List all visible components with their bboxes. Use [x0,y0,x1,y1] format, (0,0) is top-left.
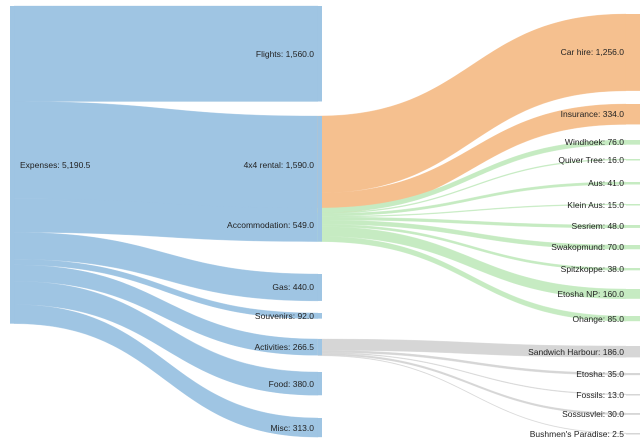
node-spitzkoppe [626,268,640,271]
node-accommodation [318,208,322,242]
node-aus [626,182,640,185]
node-expenses [10,6,14,324]
link-expenses-to-rental [13,101,319,214]
nodes-layer [10,6,640,438]
node-quiver_tree [626,159,640,161]
node-car_hire [626,14,640,91]
node-windhoek [626,140,640,145]
link-activities-to-bushmens_paradise [317,355,627,434]
node-sesriem [626,225,640,228]
node-souvenirs [318,313,322,319]
node-swakopmund [626,245,640,250]
node-rental [318,116,322,214]
node-fossils [626,394,640,396]
link-accommodation-to-ohange [317,236,627,322]
node-food [318,372,322,396]
node-ohange [626,316,640,322]
node-sossusvlei [626,413,640,415]
link-accommodation-to-spitzkoppe [317,224,627,271]
node-sandwich_harbour [626,346,640,358]
node-bushmens_paradise [626,433,640,435]
node-insurance [626,104,640,125]
link-accommodation-to-sesriem [317,216,627,229]
link-accommodation-to-etosha_np [317,226,627,299]
node-flights [318,6,322,102]
node-etosha_np [626,289,640,299]
node-misc [318,418,322,438]
node-gas [318,274,322,301]
node-klein_aus [626,204,640,206]
node-activities [318,339,322,356]
link-expenses-to-flights [13,5,319,102]
node-etosha [626,373,640,376]
link-expenses-to-misc [13,304,319,438]
